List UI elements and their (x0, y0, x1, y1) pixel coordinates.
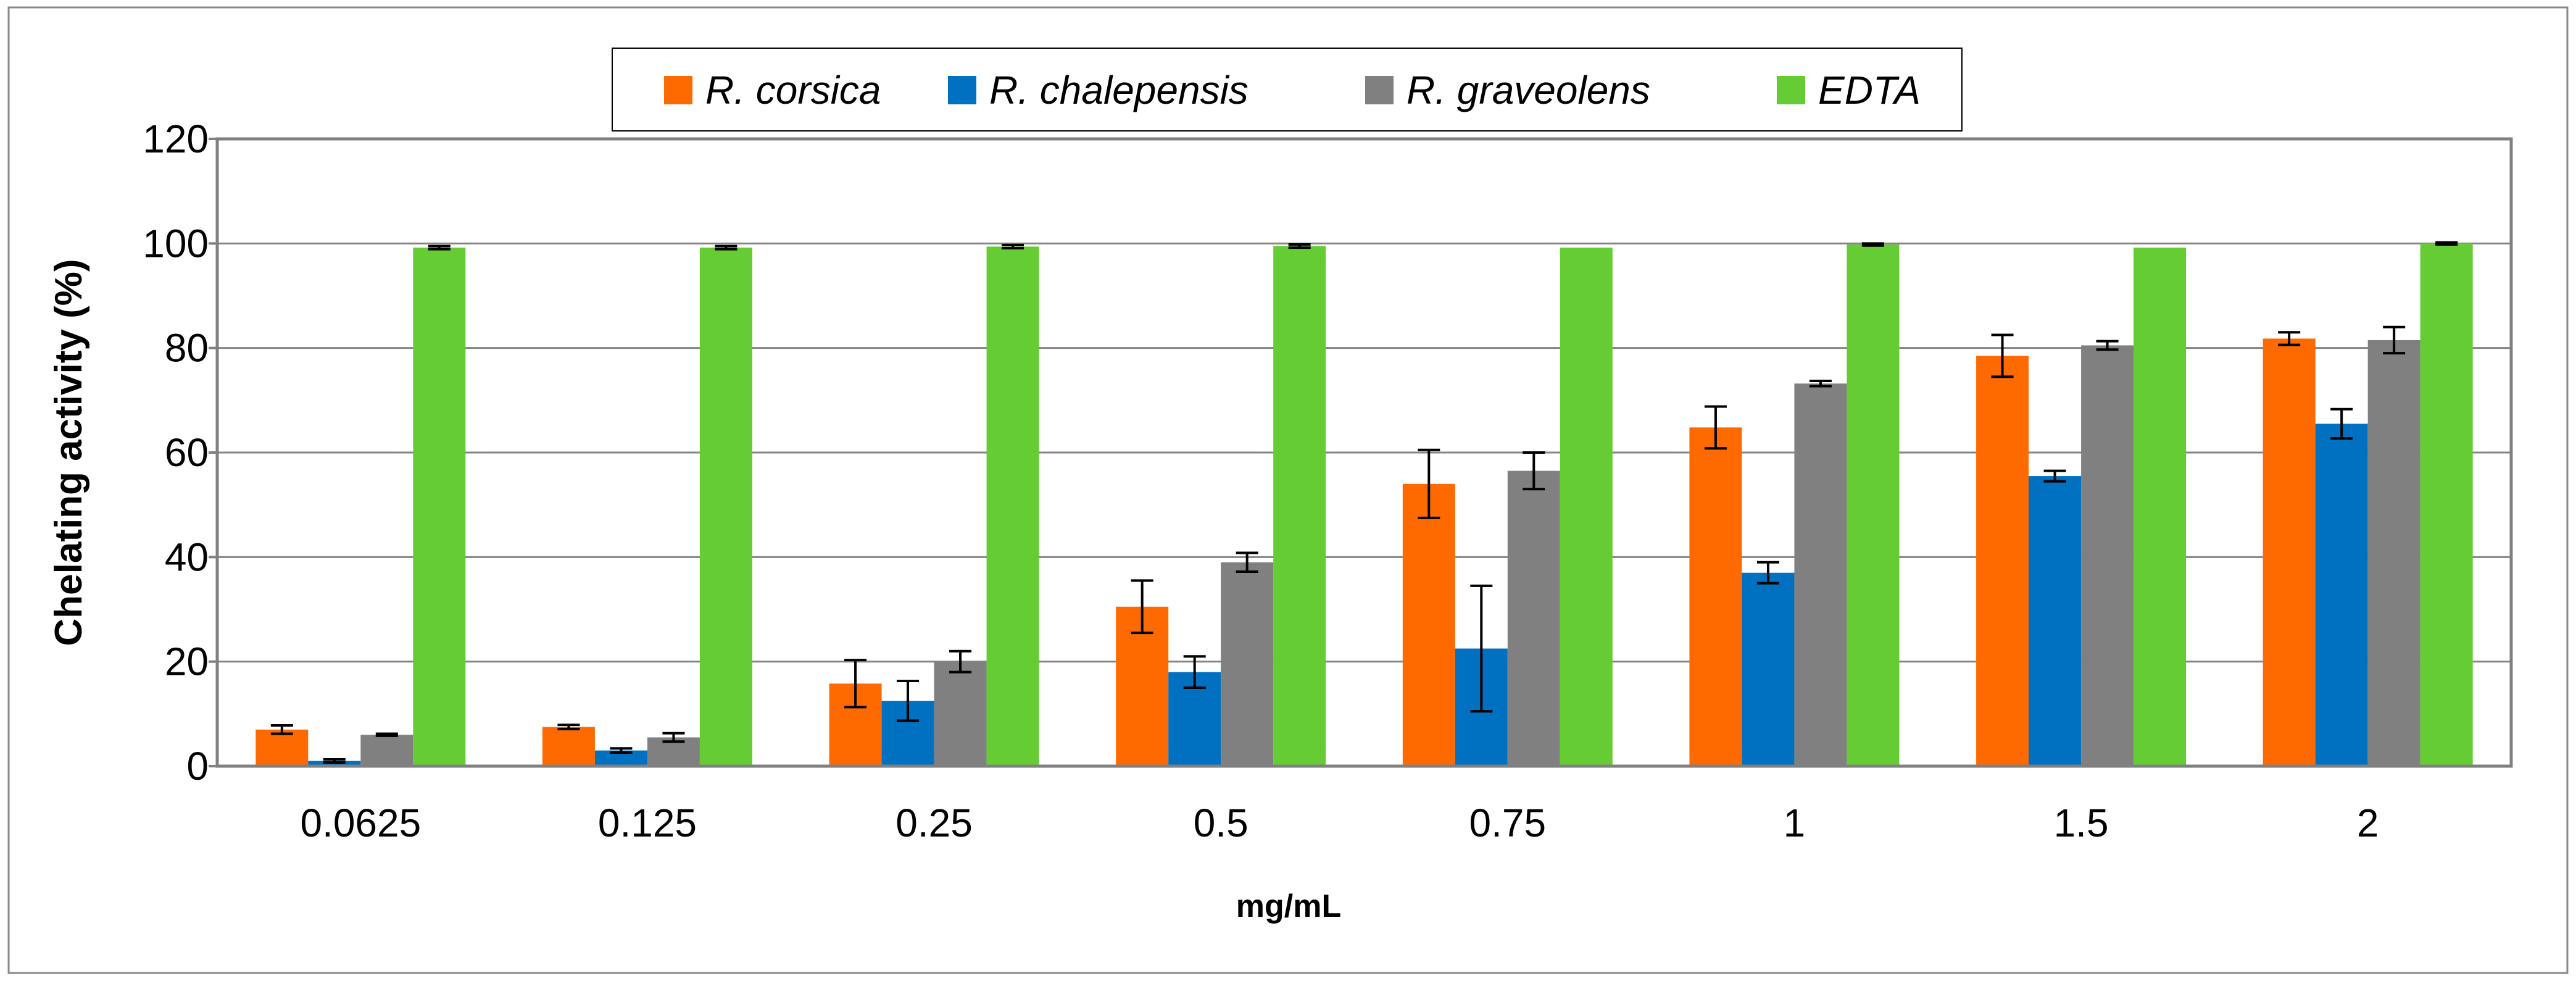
error-bars (270, 241, 2458, 764)
y-tick-label: 60 (165, 430, 209, 475)
legend: R. corsica R. chalepensis R. graveolens EDT… (612, 48, 1963, 131)
x-tick-label: 0.75 (1469, 801, 1547, 845)
bar (1402, 483, 1455, 766)
x-tick-label: 0.0625 (300, 801, 421, 845)
x-axis-title: mg/mL (1236, 888, 1341, 924)
bar (699, 248, 752, 766)
y-tick-label: 40 (165, 535, 209, 579)
bar (1689, 427, 1742, 766)
legend-label: R. chalepensis (989, 68, 1249, 112)
bar (256, 729, 309, 766)
x-tick-label: 1.5 (2054, 801, 2109, 845)
x-tick-label: 0.125 (598, 801, 697, 845)
legend-label: R. graveolens (1406, 68, 1650, 112)
bar (2367, 340, 2420, 766)
bar (2029, 476, 2082, 766)
legend-swatch (664, 76, 692, 104)
x-tick-label: 0.5 (1194, 801, 1249, 845)
bar (2262, 338, 2316, 766)
legend-label: R. corsica (705, 68, 881, 112)
bar (413, 248, 466, 766)
bar (1507, 470, 1560, 766)
bar (2315, 424, 2368, 766)
legend-box (612, 48, 1963, 131)
bars (256, 243, 2473, 767)
x-tick-label: 1 (1784, 801, 1806, 845)
legend-swatch (1365, 76, 1394, 104)
x-tick-label: 0.25 (895, 801, 973, 845)
bar (934, 661, 987, 766)
bar (2420, 243, 2473, 766)
bar (1273, 246, 1326, 767)
y-axis-ticks: 0 20 40 60 80 100 120 (143, 117, 217, 788)
x-axis-ticks: 0.0625 0.125 0.25 0.5 0.75 1 1.5 2 (300, 801, 2379, 845)
bar (1976, 356, 2029, 766)
bar (986, 246, 1039, 766)
bar (2134, 248, 2187, 766)
y-tick-label: 0 (186, 744, 209, 788)
y-axis-title: Chelating activity (%) (48, 259, 90, 646)
x-tick-label: 2 (2357, 801, 2379, 845)
y-tick-label: 100 (143, 221, 209, 265)
bar (1560, 248, 1613, 766)
bar (1742, 572, 1795, 766)
bar (542, 727, 595, 766)
legend-swatch (948, 76, 976, 104)
bar (1221, 562, 1274, 766)
legend-label: EDTA (1818, 68, 1921, 112)
legend-swatch (1777, 76, 1805, 104)
y-tick-label: 20 (165, 640, 209, 684)
bar (1847, 244, 1900, 766)
bar (2081, 345, 2134, 766)
bar (360, 735, 413, 766)
y-tick-label: 80 (165, 326, 209, 370)
y-tick-label: 120 (143, 117, 209, 161)
bar (1794, 383, 1847, 766)
